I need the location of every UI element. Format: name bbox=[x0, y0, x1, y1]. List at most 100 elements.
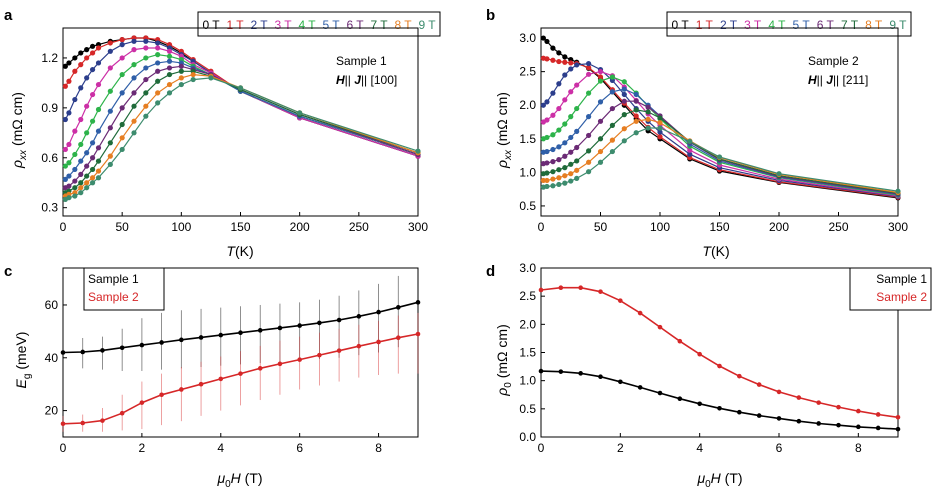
data-point-c bbox=[415, 331, 421, 337]
data-point-d bbox=[836, 404, 841, 410]
data-point-a bbox=[119, 135, 125, 141]
data-point-d bbox=[816, 400, 821, 405]
data-point-b bbox=[586, 169, 592, 175]
legend-d-box bbox=[849, 267, 932, 311]
data-point-d bbox=[637, 385, 643, 390]
data-point-c bbox=[119, 410, 125, 416]
data-point-b bbox=[544, 177, 550, 184]
x-tick-label-b: 150 bbox=[709, 220, 729, 234]
x-tick-label-d: 0 bbox=[538, 441, 545, 455]
data-point-d bbox=[637, 310, 643, 316]
data-point-c bbox=[297, 323, 302, 328]
data-point-a bbox=[84, 185, 90, 191]
data-point-d bbox=[677, 338, 683, 344]
data-point-d bbox=[717, 405, 722, 411]
data-point-a bbox=[297, 110, 303, 116]
data-point-a bbox=[89, 91, 96, 98]
legend-entry-b: 7 T bbox=[841, 18, 859, 32]
data-point-d bbox=[816, 421, 821, 426]
data-point-a bbox=[143, 76, 149, 83]
data-point-b bbox=[597, 99, 604, 105]
y-tick-label-c: 20 bbox=[45, 404, 59, 418]
data-point-b bbox=[556, 127, 562, 133]
data-point-c bbox=[60, 350, 66, 355]
data-point-a bbox=[178, 68, 184, 74]
data-point-d bbox=[538, 287, 544, 293]
data-point-a bbox=[190, 71, 196, 78]
legend-entry-a: 8 T bbox=[394, 18, 412, 32]
y-tick-label-b: 3.0 bbox=[519, 31, 536, 45]
legend-entry-b: 4 T bbox=[768, 18, 786, 32]
data-point-b bbox=[568, 161, 574, 167]
data-point-a bbox=[78, 116, 84, 123]
data-point-b bbox=[621, 86, 627, 92]
data-point-c bbox=[80, 349, 86, 355]
y-tick-label-d: 2.0 bbox=[519, 317, 536, 331]
plot-c: 0 2 4 6 8 20 40 60 bbox=[45, 267, 421, 455]
x-tick-label-a: 100 bbox=[171, 220, 191, 234]
data-point-b bbox=[586, 65, 592, 71]
data-point-b bbox=[895, 188, 901, 194]
data-point-c bbox=[317, 320, 322, 326]
legend-entry-a: 3 T bbox=[274, 18, 292, 32]
data-point-b bbox=[621, 112, 627, 118]
data-point-b bbox=[687, 151, 693, 157]
x-tick-label-d: 6 bbox=[776, 441, 783, 455]
data-point-a bbox=[178, 75, 184, 81]
series-line-d bbox=[540, 370, 899, 430]
data-point-a bbox=[119, 121, 125, 128]
data-point-a bbox=[131, 75, 137, 81]
data-point-b bbox=[550, 90, 556, 96]
y-tick-label-a: 0.3 bbox=[41, 201, 58, 215]
legend-entry-a: 2 T bbox=[250, 18, 268, 32]
data-point-b bbox=[597, 69, 604, 75]
data-point-a bbox=[66, 183, 72, 189]
data-point-b bbox=[556, 181, 562, 188]
data-point-a bbox=[119, 146, 125, 153]
data-point-a bbox=[237, 85, 244, 91]
x-tick-label-c: 0 bbox=[60, 441, 67, 455]
data-point-a bbox=[143, 55, 149, 61]
data-point-b bbox=[633, 107, 639, 113]
x-tick-label-b: 100 bbox=[650, 220, 670, 234]
x-tick-label-b: 50 bbox=[594, 220, 608, 234]
legend-entry-b: 8 T bbox=[865, 18, 883, 32]
x-tick-label-b: 250 bbox=[828, 220, 848, 234]
series-line-b bbox=[543, 100, 899, 195]
x-tick-label-a: 150 bbox=[230, 220, 250, 234]
data-point-a bbox=[166, 71, 173, 78]
data-point-d bbox=[856, 408, 861, 414]
data-point-b bbox=[574, 144, 580, 151]
data-point-c bbox=[277, 325, 283, 331]
legend-entry-a: 9 T bbox=[418, 18, 436, 32]
series-line-b bbox=[543, 70, 899, 197]
data-point-b bbox=[687, 138, 693, 145]
panel-letter-d: d bbox=[486, 263, 495, 280]
series-line-b bbox=[543, 109, 899, 194]
data-point-a bbox=[78, 85, 84, 91]
data-point-c bbox=[198, 381, 204, 387]
data-point-b bbox=[586, 71, 592, 77]
data-point-a bbox=[107, 108, 113, 114]
data-point-b bbox=[568, 114, 574, 120]
data-point-b bbox=[574, 128, 580, 134]
data-point-b bbox=[550, 183, 556, 189]
data-point-a bbox=[166, 53, 173, 59]
data-point-a bbox=[84, 173, 90, 179]
data-point-b bbox=[550, 132, 556, 138]
data-point-d bbox=[717, 363, 722, 369]
data-point-a bbox=[66, 160, 72, 166]
data-point-b bbox=[562, 173, 568, 179]
data-point-a bbox=[107, 65, 113, 71]
x-tick-label-a: 250 bbox=[349, 220, 369, 234]
panel-letter-b: b bbox=[486, 7, 495, 24]
data-point-a bbox=[84, 103, 90, 109]
data-point-b bbox=[633, 118, 639, 124]
data-point-b bbox=[544, 183, 550, 190]
x-tick-label-b: 0 bbox=[538, 220, 545, 234]
data-point-d bbox=[737, 409, 742, 415]
data-point-c bbox=[257, 366, 263, 371]
series-line-d bbox=[540, 286, 899, 419]
data-point-d bbox=[697, 401, 702, 407]
